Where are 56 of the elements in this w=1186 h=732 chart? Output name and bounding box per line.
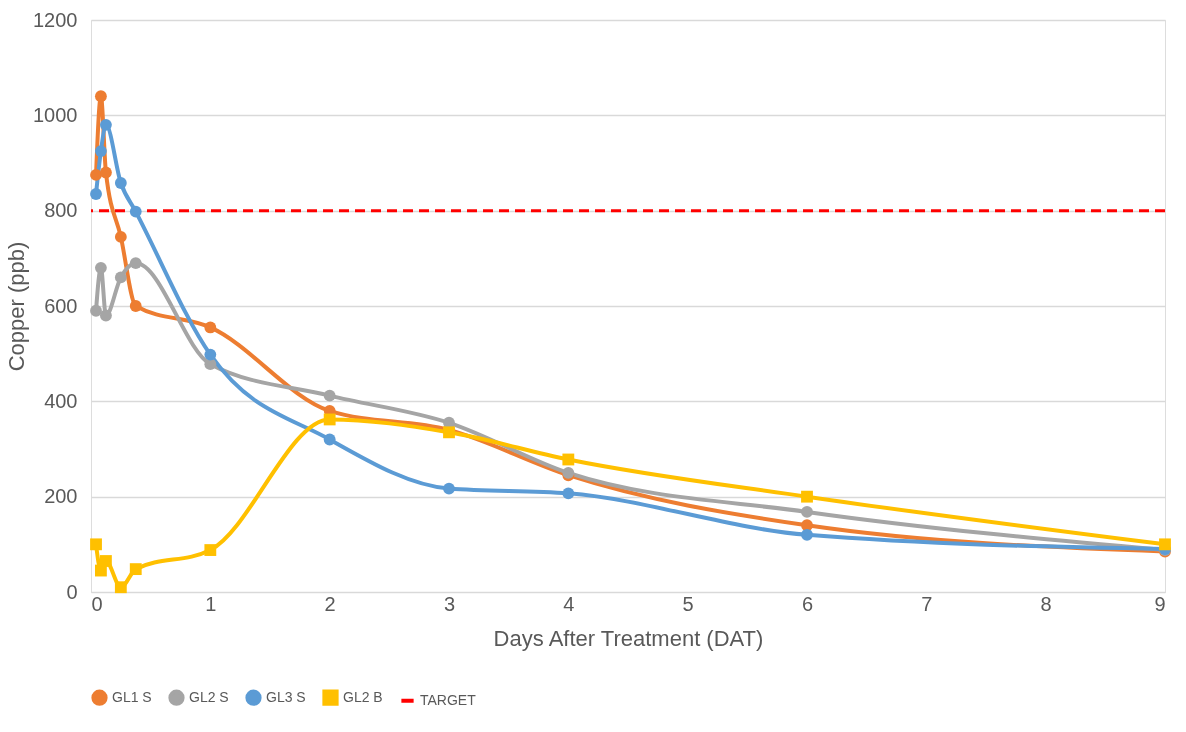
point	[114, 271, 127, 284]
point	[204, 544, 217, 556]
point	[114, 581, 127, 594]
point	[129, 563, 142, 576]
x-tick-label: 5	[682, 592, 694, 615]
point	[129, 205, 142, 218]
y-tick-label: 400	[44, 389, 78, 412]
point	[204, 358, 217, 371]
y-tick-label: 200	[44, 485, 78, 508]
x-tick-label: 0	[91, 592, 103, 615]
legend-label: GL1 S	[112, 688, 152, 705]
point	[94, 90, 107, 103]
y-tick-label: 800	[44, 199, 78, 222]
point	[562, 453, 575, 466]
point	[94, 261, 107, 274]
point	[443, 482, 455, 495]
point	[801, 528, 813, 541]
x-tick-label: 7	[921, 592, 933, 615]
y-tick-label: 1000	[33, 103, 78, 126]
x-tick-label: 8	[1040, 592, 1052, 615]
legend-label: GL2 B	[343, 688, 383, 705]
point	[100, 309, 112, 322]
legend-label: GL2 S	[189, 688, 229, 705]
x-tick-label: 4	[563, 592, 575, 615]
point	[90, 304, 102, 317]
point	[114, 177, 127, 189]
y-tick-label: 1200	[33, 8, 78, 31]
point	[801, 490, 813, 503]
x-axis-title: Days After Treatment (DAT)	[493, 625, 764, 651]
x-tick-label: 6	[801, 592, 814, 615]
point	[801, 506, 813, 518]
point	[114, 230, 127, 243]
point	[129, 300, 142, 312]
legend-label: GL3 S	[266, 688, 306, 705]
point	[1159, 538, 1171, 551]
x-tick-label: 9	[1154, 592, 1166, 615]
point	[94, 145, 107, 157]
point	[204, 321, 217, 334]
point	[100, 166, 112, 179]
point	[129, 257, 142, 269]
point	[204, 348, 217, 361]
point	[100, 118, 112, 131]
point	[323, 413, 336, 426]
x-tick-label: 1	[205, 592, 217, 615]
point	[562, 487, 575, 500]
y-tick-label: 600	[44, 294, 78, 317]
point	[323, 433, 336, 446]
point	[100, 555, 112, 567]
x-tick-label: 3	[443, 592, 456, 615]
x-tick-label: 2	[324, 592, 336, 615]
point	[90, 538, 102, 551]
point	[90, 169, 102, 181]
point	[90, 188, 102, 200]
point	[323, 389, 336, 402]
y-axis-title: Copper (ppb)	[4, 241, 30, 372]
legend-label: TARGET	[420, 691, 477, 708]
